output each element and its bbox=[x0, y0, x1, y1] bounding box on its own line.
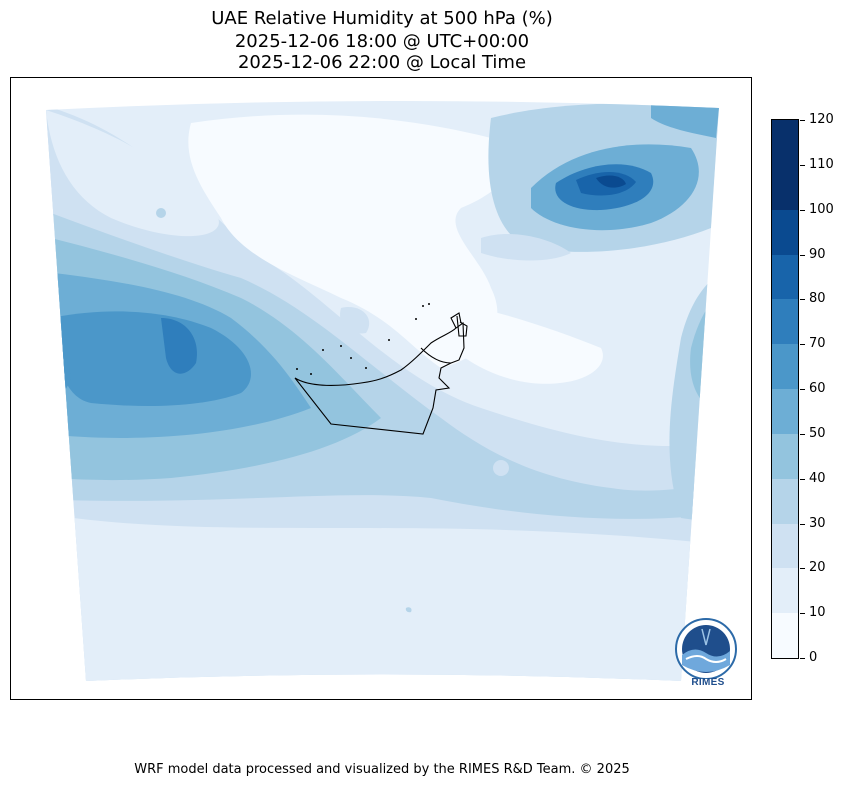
colorbar-segment bbox=[772, 433, 798, 479]
colorbar-tick-label: 50 bbox=[809, 425, 826, 441]
map-title: UAE Relative Humidity at 500 hPa (%) bbox=[211, 8, 553, 29]
colorbar-tick bbox=[800, 254, 805, 256]
uae-islands bbox=[296, 303, 430, 375]
colorbar-segment bbox=[772, 254, 798, 300]
colorbar-tick-label: 30 bbox=[809, 515, 826, 531]
colorbar-tick bbox=[800, 658, 805, 659]
colorbar-tick bbox=[800, 433, 805, 435]
colorbar-tick-label: 20 bbox=[809, 560, 826, 576]
colorbar-segment bbox=[772, 298, 798, 345]
colorbar-tick bbox=[800, 523, 805, 525]
colorbar-tick bbox=[800, 389, 805, 390]
colorbar-segment bbox=[772, 164, 798, 210]
colorbar-tick bbox=[800, 209, 805, 211]
humidity-field bbox=[46, 100, 719, 681]
colorbar-tick-label: 100 bbox=[809, 201, 834, 217]
colorbar-segment bbox=[772, 119, 798, 165]
colorbar-segment bbox=[772, 343, 798, 389]
rimes-logo: RIMES bbox=[672, 615, 744, 691]
colorbar-tick-label: 110 bbox=[809, 156, 834, 172]
colorbar-segment bbox=[772, 209, 798, 255]
colorbar-segment bbox=[772, 523, 798, 569]
colorbar-tick bbox=[800, 478, 805, 480]
colorbar-tick-label: 60 bbox=[809, 381, 826, 396]
colorbar-segment bbox=[772, 388, 798, 434]
colorbar-tick bbox=[800, 613, 805, 615]
colorbar-tick bbox=[800, 344, 805, 346]
utc-timestamp: 2025-12-06 18:00 @ UTC+00:00 bbox=[234, 31, 530, 52]
colorbar-tick-label: 120 bbox=[809, 112, 834, 127]
rimes-emblem-icon bbox=[675, 618, 737, 680]
colorbar-tick-label: 80 bbox=[809, 291, 826, 307]
colorbar-tick bbox=[800, 568, 805, 570]
colorbar-segment bbox=[772, 478, 798, 524]
colorbar-tick-label: 0 bbox=[809, 650, 818, 665]
logo-wordmark: RIMES bbox=[691, 677, 725, 688]
humidity-map bbox=[46, 100, 719, 681]
colorbar-tick bbox=[800, 120, 805, 121]
colorbar-tick-label: 40 bbox=[809, 470, 826, 486]
uae-outline bbox=[294, 312, 468, 435]
colorbar-segment bbox=[772, 567, 798, 614]
colorbar-tick bbox=[800, 299, 805, 301]
colorbar-tick-label: 70 bbox=[809, 336, 826, 352]
colorbar-segment bbox=[772, 612, 798, 658]
colorbar-tick-label: 10 bbox=[809, 605, 826, 621]
map-panel bbox=[10, 77, 752, 700]
credit-footer: WRF model data processed and visualized … bbox=[134, 762, 630, 777]
colorbar-tick bbox=[800, 164, 805, 166]
colorbar-tick-label: 90 bbox=[809, 246, 826, 262]
local-timestamp: 2025-12-06 22:00 @ Local Time bbox=[237, 52, 527, 73]
colorbar bbox=[771, 119, 799, 659]
